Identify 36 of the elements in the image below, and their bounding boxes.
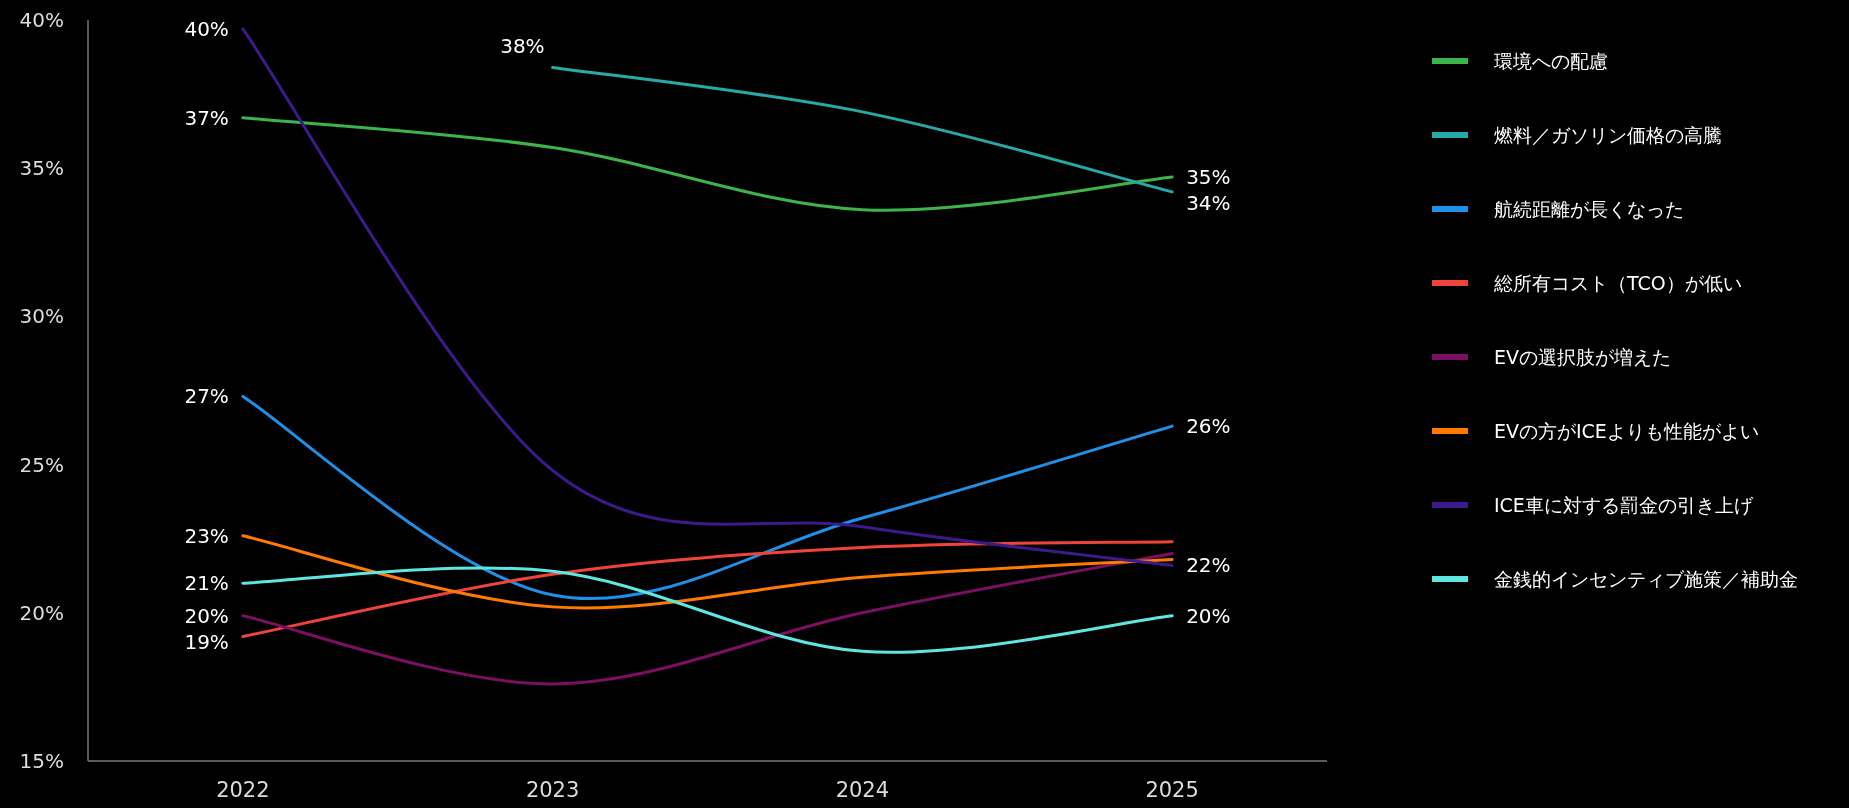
y-tick-label: 40% [19, 8, 64, 32]
data-label: 34% [1186, 191, 1231, 216]
line-series [241, 27, 1174, 567]
legend-label: 総所有コスト（TCO）が低い [1493, 272, 1742, 294]
line-series [241, 540, 1174, 639]
y-tick-label: 25% [19, 452, 64, 477]
data-label: 35% [1186, 165, 1231, 190]
y-tick-label: 35% [19, 156, 64, 181]
data-label: 23% [184, 523, 229, 548]
y-tick-label: 20% [19, 600, 64, 625]
x-tick-label: 2024 [835, 778, 890, 802]
y-tick-label: 15% [19, 749, 64, 773]
data-label: 20% [184, 603, 229, 628]
line-series [241, 534, 1174, 610]
data-label: 40% [184, 16, 229, 41]
data-label: 38% [500, 34, 545, 59]
y-tick-label: 30% [19, 304, 64, 329]
line-series [241, 116, 1174, 212]
legend-label: 環境への配慮 [1494, 50, 1608, 72]
legend-label: EVの方がICEよりも性能がよい [1494, 420, 1759, 442]
data-label: 37% [184, 105, 229, 130]
legend-label: 燃料／ガソリン価格の高騰 [1494, 124, 1722, 146]
x-tick-label: 2022 [216, 778, 270, 802]
data-label: 20% [1186, 603, 1231, 628]
legend-label: 金銭的インセンティブ施策／補助金 [1494, 568, 1798, 590]
line-series [241, 552, 1174, 686]
data-label: 22% [1186, 553, 1231, 578]
data-label: 19% [184, 629, 229, 654]
data-label: 26% [1186, 414, 1231, 439]
data-label: 27% [184, 384, 229, 409]
legend-label: EVの選択肢が増えた [1494, 346, 1672, 368]
x-tick-label: 2025 [1145, 778, 1199, 802]
legend-label: ICE車に対する罰金の引き上げ [1494, 494, 1754, 516]
legend-label: 航続距離が長くなった [1494, 198, 1684, 220]
data-label: 21% [184, 571, 229, 596]
x-tick-label: 2023 [525, 778, 580, 802]
